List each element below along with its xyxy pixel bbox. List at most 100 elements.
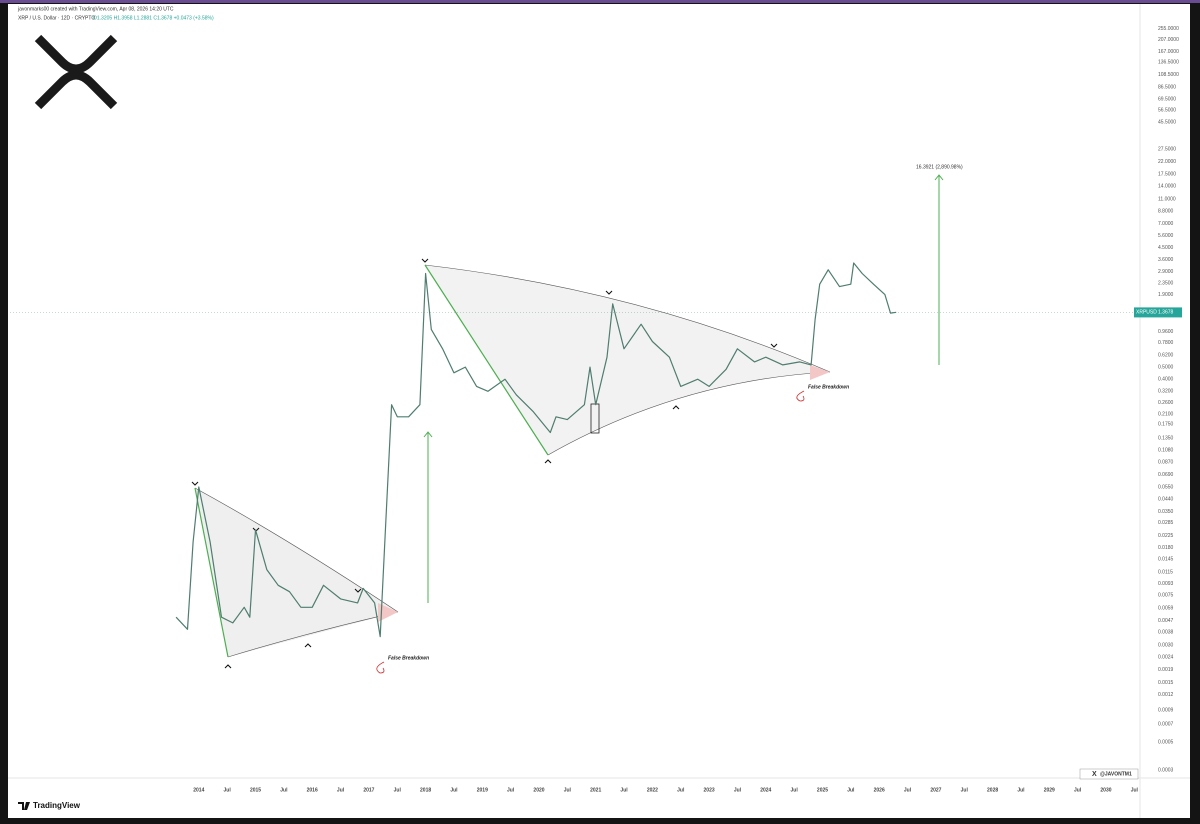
xrp-logo <box>34 34 118 110</box>
y-tick-label: 45.5000 <box>1158 119 1176 125</box>
x-tick-label: Jul <box>1017 787 1025 793</box>
x-tick-label: 2024 <box>760 787 771 793</box>
arrow-up <box>423 431 433 603</box>
x-tick-label: Jul <box>1131 787 1139 793</box>
y-tick-label: 0.0059 <box>1158 606 1174 612</box>
brand: TradingView <box>33 801 81 810</box>
x-icon: X <box>1092 771 1097 778</box>
y-tick-label: 0.0350 <box>1158 509 1174 515</box>
x-tick-label: Jul <box>1074 787 1082 793</box>
y-tick-label: 0.3200 <box>1158 389 1174 395</box>
y-tick-label: 22.0000 <box>1158 159 1176 165</box>
y-tick-label: 86.5000 <box>1158 85 1176 91</box>
y-tick-label: 0.0115 <box>1158 569 1173 575</box>
y-tick-label: 69.5000 <box>1158 96 1176 102</box>
logo-top <box>34 34 118 74</box>
price-tag-value: 1.3678 <box>1158 310 1174 316</box>
x-tick-label: 2029 <box>1044 787 1055 793</box>
y-tick-label: 0.0075 <box>1158 592 1174 598</box>
y-tick-label: 0.0003 <box>1158 767 1174 773</box>
handle: @JAVONTM1 <box>1100 771 1132 777</box>
triangle-fill <box>195 488 398 657</box>
y-tick-label: 0.0030 <box>1158 642 1174 648</box>
arrow-up <box>934 174 944 365</box>
price-tag-name: XRPUSD <box>1136 310 1157 316</box>
credit: javonmarks00 created with TradingView.co… <box>17 6 174 12</box>
x-tick-label: Jul <box>791 787 799 793</box>
x-tick-label: 2017 <box>363 787 374 793</box>
y-tick-label: 0.2600 <box>1158 400 1174 406</box>
y-tick-label: 27.5000 <box>1158 147 1176 153</box>
x-tick-label: Jul <box>904 787 912 793</box>
apex <box>378 603 398 622</box>
marker <box>672 405 680 410</box>
y-tick-label: 207.0000 <box>1158 37 1179 43</box>
x-tick-label: Jul <box>507 787 515 793</box>
y-tick-label: 0.0145 <box>1158 557 1174 563</box>
y-tick-label: 108.5000 <box>1158 72 1179 78</box>
marker <box>191 481 199 486</box>
y-tick-label: 0.2100 <box>1158 412 1174 418</box>
y-tick-label: 0.7800 <box>1158 340 1174 346</box>
y-tick-label: 0.0440 <box>1158 496 1174 502</box>
y-tick-label: 17.5000 <box>1158 171 1176 177</box>
target-label: 16.3921 (2,890.98%) <box>916 164 963 170</box>
breakdown-arrows <box>376 390 805 674</box>
y-tick-label: 2.3500 <box>1158 280 1174 286</box>
y-tick-label: 0.0690 <box>1158 472 1174 478</box>
x-tick-label: Jul <box>394 787 402 793</box>
x-tick-label: 2028 <box>987 787 998 793</box>
x-tick-label: Jul <box>847 787 855 793</box>
y-tick-label: 5.6000 <box>1158 233 1174 239</box>
y-tick-label: 167.0000 <box>1158 49 1179 55</box>
x-tick-label: Jul <box>337 787 345 793</box>
x-tick-label: 2027 <box>930 787 941 793</box>
y-tick-label: 8.8000 <box>1158 209 1174 215</box>
y-tick-label: 255.0000 <box>1158 26 1179 32</box>
x-tick-label: Jul <box>961 787 969 793</box>
y-tick-label: 0.0550 <box>1158 484 1174 490</box>
swing-line <box>194 487 229 658</box>
y-tick-label: 2.9000 <box>1158 269 1174 275</box>
x-tick-label: 2021 <box>590 787 601 793</box>
y-tick-label: 0.0047 <box>1158 618 1174 624</box>
y-tick-label: 0.0012 <box>1158 692 1174 698</box>
x-tick-label: Jul <box>280 787 288 793</box>
y-tick-label: 56.5000 <box>1158 108 1176 114</box>
annotation: False Breakdown <box>808 384 849 390</box>
y-tick-label: 0.0180 <box>1158 545 1174 551</box>
logo-bottom <box>34 70 118 110</box>
y-tick-label: 3.6000 <box>1158 257 1174 263</box>
price-tag <box>1134 307 1182 318</box>
x-tick-label: 2025 <box>817 787 828 793</box>
x-tick-label: 2019 <box>477 787 488 793</box>
price-line <box>175 262 897 638</box>
y-tick-label: 11.0000 <box>1158 197 1176 203</box>
y-tick-label: 0.0225 <box>1158 533 1174 539</box>
x-tick-label: Jul <box>564 787 572 793</box>
y-tick-label: 0.1080 <box>1158 448 1174 454</box>
x-tick-label: 2018 <box>420 787 431 793</box>
trendline <box>424 264 831 373</box>
y-tick-label: 0.0093 <box>1158 581 1174 587</box>
x-tick-label: 2016 <box>307 787 318 793</box>
marker <box>544 459 552 464</box>
curl <box>376 661 385 674</box>
y-tick-label: 0.5000 <box>1158 364 1174 370</box>
swing-line <box>424 264 549 456</box>
trendline <box>194 487 399 613</box>
x-tick-label: 2020 <box>533 787 544 793</box>
x-tick-label: 2023 <box>704 787 715 793</box>
x-tick-label: 2030 <box>1100 787 1111 793</box>
tv-icon <box>18 802 30 810</box>
trendline <box>547 371 831 456</box>
x-tick-label: Jul <box>734 787 742 793</box>
ohlc: O1.3205 H1.3958 L1.2881 C1.3678 +0.0473 … <box>93 15 214 21</box>
marker <box>354 588 362 593</box>
x-tick-label: 2014 <box>193 787 204 793</box>
y-tick-label: 0.0009 <box>1158 708 1174 714</box>
top-strip <box>0 0 1200 3</box>
y-tick-label: 0.6200 <box>1158 353 1174 359</box>
y-tick-label: 0.9600 <box>1158 329 1174 335</box>
